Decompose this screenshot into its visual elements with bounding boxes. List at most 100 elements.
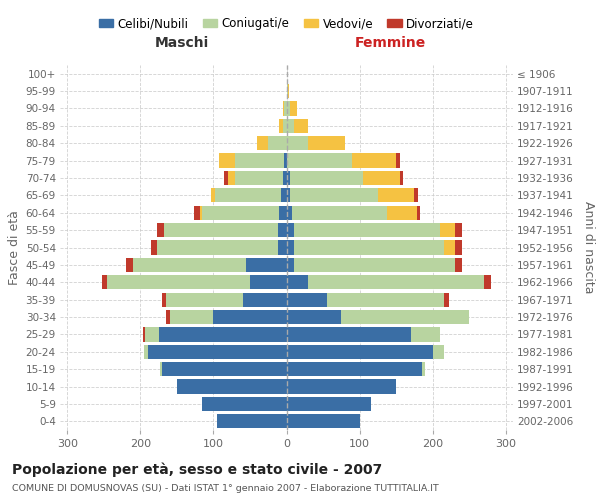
Bar (363, 171, 400, 185)
Bar (215, 188, 281, 202)
Bar (294, 258, 455, 272)
Bar (133, 258, 247, 272)
Bar (202, 397, 287, 411)
Bar (257, 136, 268, 150)
Bar (288, 84, 289, 98)
Bar (287, 171, 290, 185)
Bar (287, 136, 308, 150)
Bar (194, 206, 200, 220)
Bar (224, 171, 228, 185)
Text: COMUNE DI DOMUSNOVAS (SU) - Dati ISTAT 1° gennaio 2007 - Elaborazione TUTTITALIA: COMUNE DI DOMUSNOVAS (SU) - Dati ISTAT 1… (12, 484, 439, 493)
Bar (145, 328, 158, 342)
Bar (278, 223, 287, 237)
Bar (294, 223, 440, 237)
Bar (166, 292, 242, 307)
Bar (279, 206, 287, 220)
Bar (388, 206, 416, 220)
Bar (287, 188, 290, 202)
Bar (290, 102, 298, 116)
Bar (268, 136, 287, 150)
Text: Popolazione per età, sesso e stato civile - 2007: Popolazione per età, sesso e stato civil… (12, 462, 382, 477)
Bar (287, 362, 422, 376)
Bar (287, 240, 294, 254)
Bar (107, 275, 250, 289)
Bar (160, 362, 162, 376)
Legend: Celibi/Nubili, Coniugati/e, Vedovi/e, Divorziati/e: Celibi/Nubili, Coniugati/e, Vedovi/e, Di… (94, 12, 479, 35)
Bar (455, 240, 462, 254)
Bar (101, 275, 107, 289)
Bar (217, 414, 287, 428)
Bar (287, 154, 352, 168)
Bar (157, 240, 278, 254)
Bar (164, 223, 278, 237)
Bar (287, 102, 290, 116)
Bar (144, 344, 148, 359)
Bar (202, 206, 279, 220)
Bar (341, 310, 469, 324)
Bar (151, 240, 157, 254)
Bar (177, 380, 287, 394)
Bar (443, 240, 455, 254)
Bar (287, 310, 341, 324)
Y-axis label: Fasce di età: Fasce di età (8, 210, 22, 285)
Bar (352, 154, 396, 168)
Bar (287, 275, 308, 289)
Y-axis label: Anni di nascita: Anni di nascita (582, 201, 595, 294)
Bar (228, 171, 235, 185)
Bar (284, 154, 287, 168)
Bar (287, 414, 359, 428)
Bar (283, 102, 284, 116)
Bar (308, 275, 484, 289)
Bar (396, 154, 400, 168)
Bar (287, 292, 326, 307)
Bar (287, 380, 396, 394)
Bar (284, 102, 287, 116)
Bar (287, 84, 288, 98)
Bar (455, 258, 462, 272)
Bar (211, 188, 215, 202)
Bar (287, 328, 411, 342)
Text: Maschi: Maschi (155, 36, 209, 51)
Bar (287, 206, 292, 220)
Bar (218, 154, 235, 168)
Bar (416, 206, 420, 220)
Bar (292, 206, 388, 220)
Bar (378, 188, 415, 202)
Bar (455, 223, 462, 237)
Bar (287, 118, 294, 133)
Bar (158, 328, 287, 342)
Bar (433, 344, 443, 359)
Bar (415, 188, 418, 202)
Bar (422, 362, 425, 376)
Bar (411, 328, 440, 342)
Bar (242, 292, 287, 307)
Bar (440, 223, 455, 237)
Bar (235, 171, 283, 185)
Bar (162, 292, 166, 307)
Bar (162, 362, 287, 376)
Bar (287, 397, 371, 411)
Bar (287, 258, 294, 272)
Bar (214, 310, 287, 324)
Bar (290, 188, 378, 202)
Bar (326, 292, 443, 307)
Bar (200, 206, 202, 220)
Bar (166, 310, 170, 324)
Bar (290, 171, 363, 185)
Bar (283, 118, 287, 133)
Bar (308, 136, 345, 150)
Bar (278, 240, 287, 254)
Bar (235, 154, 284, 168)
Bar (250, 275, 287, 289)
Bar (400, 171, 403, 185)
Bar (170, 310, 214, 324)
Text: Femmine: Femmine (355, 36, 427, 51)
Bar (443, 292, 449, 307)
Bar (294, 118, 308, 133)
Bar (283, 171, 287, 185)
Bar (287, 223, 294, 237)
Bar (294, 240, 443, 254)
Bar (484, 275, 491, 289)
Bar (281, 188, 287, 202)
Bar (247, 258, 287, 272)
